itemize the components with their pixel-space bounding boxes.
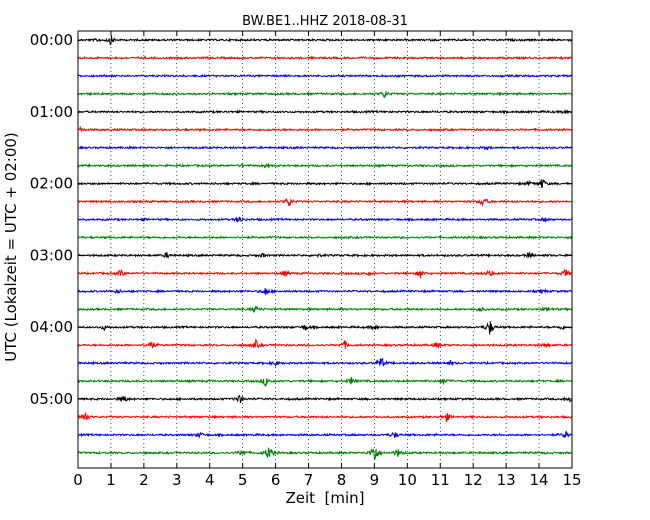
trace-0400: [77, 321, 573, 335]
trace-0130: [77, 145, 573, 151]
trace-0245: [77, 234, 573, 241]
x-tick-label: 4: [205, 471, 215, 489]
x-tick-label: 13: [497, 471, 516, 489]
trace-0445: [77, 377, 573, 388]
trace-0145: [77, 162, 573, 169]
trace-0045: [77, 90, 573, 99]
y-tick-label: 05:00: [30, 390, 73, 408]
y-axis-label: UTC (Lokalzeit = UTC + 02:00): [2, 132, 20, 362]
chart-title: BW.BE1..HHZ 2018-08-31: [242, 14, 408, 29]
x-axis-label: Zeit [min]: [285, 489, 364, 507]
trace-0300: [77, 251, 573, 259]
trace-0115: [77, 125, 573, 133]
trace-0230: [77, 216, 573, 223]
trace-0530: [77, 431, 573, 439]
trace-0330: [77, 288, 573, 296]
trace-0345: [77, 306, 573, 314]
x-tick-label: 2: [139, 471, 149, 489]
x-tick-label: 10: [398, 471, 417, 489]
x-tick-label: 15: [562, 471, 581, 489]
x-tick-label: 14: [530, 471, 549, 489]
y-tick-label: 01:00: [30, 103, 73, 121]
trace-0515: [77, 411, 573, 423]
trace-0415: [77, 338, 573, 350]
axis-ticks: 0 1 2 3 4 5 6 7 8 9 10 11 12 13 14 1500:0001:0002:0003:…: [30, 31, 582, 489]
y-tick-label: 02:00: [30, 175, 73, 193]
x-tick-label: 8: [337, 471, 347, 489]
x-tick-label: 3: [172, 471, 182, 489]
y-tick-label: 00:00: [30, 31, 73, 49]
x-tick-label: 6: [271, 471, 281, 489]
trace-0430: [77, 357, 573, 367]
x-tick-label: 11: [431, 471, 450, 489]
x-tick-label: 7: [304, 471, 314, 489]
x-tick-label: 5: [238, 471, 248, 489]
x-tick-label: 12: [464, 471, 483, 489]
x-tick-label: 1: [106, 471, 116, 489]
trace-0500: [77, 394, 573, 403]
plot-frame: [77, 30, 573, 469]
trace-0315: [77, 269, 573, 279]
grid-lines: [110, 31, 540, 468]
trace-0100: [77, 109, 573, 115]
trace-0545: [77, 446, 573, 461]
trace-0015: [77, 55, 573, 61]
y-tick-label: 04:00: [30, 318, 73, 336]
x-tick-label: 9: [370, 471, 380, 489]
trace-0215: [77, 197, 573, 207]
trace-0000: [77, 35, 573, 46]
trace-0200: [77, 178, 573, 189]
x-tick-label: 0: [73, 471, 83, 489]
trace-0030: [77, 73, 573, 79]
trace-lines: [77, 35, 573, 461]
y-tick-label: 03:00: [30, 246, 73, 264]
